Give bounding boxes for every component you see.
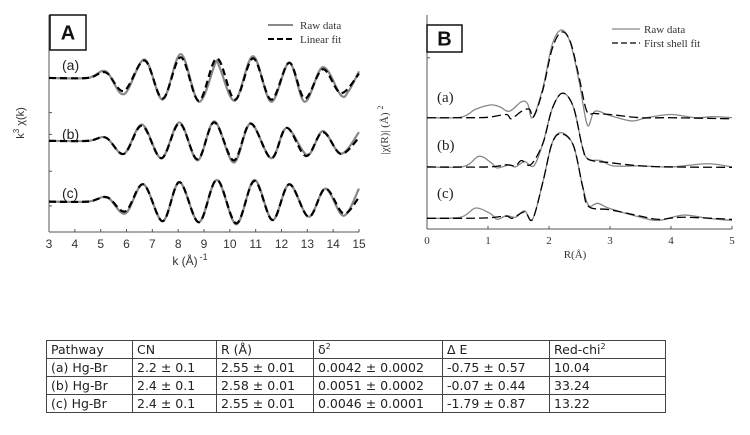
- x-axis-label: R(Å): [564, 249, 587, 261]
- y-axis-label: |χ(R)| (Å) 2: [376, 106, 391, 155]
- sample-label: (b): [62, 126, 79, 142]
- x-axis-label-text: k (Å): [172, 253, 197, 268]
- x-tick-label: 11: [249, 237, 262, 251]
- header-delta: δ2: [313, 340, 443, 359]
- panel-label: B: [437, 29, 451, 51]
- x-tick-label: 6: [123, 237, 130, 251]
- table-row: (b) Hg-Br 2.4 ± 0.1 2.58 ± 0.01 0.0051 ± 0.…: [46, 376, 666, 395]
- x-tick-label: 2: [546, 235, 552, 247]
- cell: 2.58 ± 0.01: [216, 376, 314, 395]
- legend-label: Raw data: [644, 24, 685, 36]
- series-c-raw-line: [48, 178, 360, 226]
- legend-label: Linear fit: [300, 34, 341, 46]
- cell: 2.2 ± 0.1: [132, 358, 217, 377]
- panel-b: 0 1 2 3 4 5 R(Å) |χ(R)| (Å) 2 B (a) (b) (c) Raw data F…: [376, 15, 735, 261]
- x-tick-label: 5: [729, 235, 735, 247]
- series-b-raw-line: [48, 120, 360, 164]
- x-tick-label: 12: [275, 237, 289, 251]
- cell: (a) Hg-Br: [46, 358, 133, 377]
- panel-label-box: [49, 14, 87, 51]
- cell: 2.55 ± 0.01: [216, 394, 314, 413]
- cell: (b) Hg-Br: [46, 376, 133, 395]
- x-tick-label: 13: [301, 237, 315, 251]
- table-row: (c) Hg-Br 2.4 ± 0.1 2.55 ± 0.01 0.0046 ± 0.…: [46, 394, 666, 413]
- series-b-fit-line: [48, 121, 360, 162]
- x-tick-label: 4: [71, 237, 78, 251]
- x-tick-label: 3: [607, 235, 613, 247]
- x-tick-label: 0: [424, 235, 430, 247]
- header-cn: CN: [132, 340, 217, 359]
- panel-a: 3 4 5 6 7 8 9 10 11 12 13 14 15k (Å) -1k3 χ(k)A(a)(b)…: [12, 14, 366, 268]
- series-c-raw-line: [426, 132, 733, 222]
- y-axis-label-sup: 3: [12, 128, 21, 133]
- panel-label: A: [61, 23, 75, 45]
- cell: 0.0051 ± 0.0002: [313, 376, 443, 395]
- sample-label: (b): [437, 138, 455, 154]
- fit-parameters-table: Pathway CN R (Å) δ2 Δ E Red-chi2 (a) Hg-…: [46, 340, 666, 413]
- sample-label: (a): [62, 57, 79, 73]
- cell: 33.24: [549, 376, 666, 395]
- legend-label: First shell fit: [644, 38, 700, 50]
- x-tick-label: 8: [175, 237, 182, 251]
- header-delta-text: δ: [318, 342, 326, 358]
- x-axis-label-text: R(Å): [564, 249, 587, 261]
- series-c-fit-line: [426, 133, 733, 222]
- x-tick-label: 4: [668, 235, 674, 247]
- header-r: R (Å): [216, 340, 314, 359]
- x-tick-label: 15: [352, 237, 366, 251]
- x-tick-label: 14: [326, 237, 340, 251]
- series-c-fit-line: [48, 178, 360, 225]
- cell: 0.0042 ± 0.0002: [313, 358, 443, 377]
- cell: (c) Hg-Br: [46, 394, 133, 413]
- x-tick-label: 3: [46, 237, 53, 251]
- series-a-raw-line: [48, 52, 360, 103]
- table-row: (a) Hg-Br 2.2 ± 0.1 2.55 ± 0.01 0.0042 ± 0.…: [46, 358, 666, 377]
- header-pathway: Pathway: [46, 340, 133, 359]
- series-a-fit-line: [48, 56, 360, 102]
- series-b-raw-line: [426, 92, 733, 169]
- x-axis-label-sup: -1: [200, 252, 208, 262]
- sample-label: (c): [437, 186, 454, 202]
- y-axis-label: k3 χ(k): [12, 107, 27, 139]
- series-a-fit-line: [426, 31, 733, 120]
- header-redchi-sup: 2: [600, 341, 606, 351]
- series-b-fit-line: [426, 92, 733, 169]
- header-redchi: Red-chi2: [549, 340, 666, 359]
- cell: 2.4 ± 0.1: [132, 394, 217, 413]
- table-header-row: Pathway CN R (Å) δ2 Δ E Red-chi2: [46, 340, 666, 359]
- x-tick-label: 7: [149, 237, 156, 251]
- y-axis-label-text: |χ(R)| (Å): [379, 112, 391, 154]
- cell: 2.4 ± 0.1: [132, 376, 217, 395]
- y-axis-label-rest: χ(k): [15, 107, 27, 129]
- cell: 0.0046 ± 0.0001: [313, 394, 443, 413]
- header-delta-sup: 2: [325, 341, 331, 351]
- legend-label: Raw data: [300, 20, 341, 32]
- cell: 10.04: [549, 358, 666, 377]
- cell: -1.79 ± 0.87: [442, 394, 550, 413]
- cell: -0.07 ± 0.44: [442, 376, 550, 395]
- sample-label: (a): [437, 90, 454, 106]
- x-tick-label: 1: [485, 235, 491, 247]
- x-tick-label: 10: [223, 237, 237, 251]
- cell: 2.55 ± 0.01: [216, 358, 314, 377]
- x-axis-label: k (Å) -1: [172, 252, 207, 268]
- series-a-raw-line: [426, 29, 733, 127]
- cell: 13.22: [549, 394, 666, 413]
- y-axis-label-text: k: [15, 133, 27, 139]
- x-tick-label: 9: [201, 237, 208, 251]
- sample-label: (c): [62, 185, 78, 201]
- panel-label-box: [426, 24, 463, 53]
- cell: -0.75 ± 0.57: [442, 358, 550, 377]
- x-tick-label: 5: [97, 237, 104, 251]
- y-axis-label-sup: 2: [376, 106, 385, 110]
- header-de: Δ E: [442, 340, 550, 359]
- header-redchi-text: Red-chi: [554, 342, 601, 358]
